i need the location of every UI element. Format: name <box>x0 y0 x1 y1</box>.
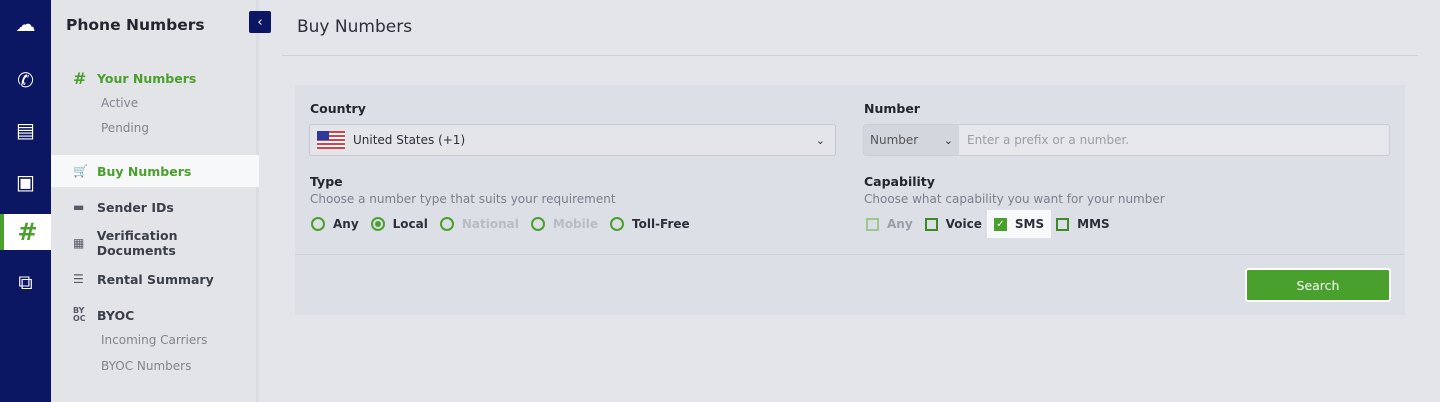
search-form: Country United States (+1) ⌄ Number Numb… <box>295 85 1405 315</box>
phone-call-icon[interactable]: ✆ <box>17 68 34 92</box>
capability-label: Capability <box>864 174 935 189</box>
sidebar: Phone Numbers ‹ # Your Numbers Active Pen… <box>51 0 271 402</box>
app-rail: ☁ ✆ ▤ ▣ # ⧉ <box>0 0 51 402</box>
sidebar-item-your-numbers[interactable]: # Your Numbers <box>73 68 197 88</box>
search-button[interactable]: Search <box>1245 268 1391 302</box>
sidebar-title: Phone Numbers <box>66 16 205 34</box>
byoc-icon: BY OC <box>73 306 86 323</box>
divider <box>282 55 1418 56</box>
flow-icon[interactable]: ⧉ <box>18 270 33 294</box>
chevron-down-icon: ⌄ <box>815 133 825 147</box>
messages-icon[interactable]: ▤ <box>16 118 35 142</box>
cart-icon: 🛒 <box>73 164 88 178</box>
list-icon: ☰ <box>73 272 84 286</box>
page-title: Buy Numbers <box>297 17 413 37</box>
sidebar-item-byoc[interactable]: BY OC BYOC <box>73 306 135 323</box>
country-label: Country <box>310 101 366 116</box>
capability-checkbox-sms[interactable]: ✓ SMS <box>986 210 1052 238</box>
sidebar-item-buy-numbers[interactable]: 🛒 Buy Numbers <box>51 155 259 187</box>
sidebar-item-rental-summary[interactable]: ☰ Rental Summary <box>73 271 214 287</box>
collapse-sidebar-button[interactable]: ‹ <box>249 11 271 33</box>
divider <box>295 254 1405 255</box>
hash-icon: # <box>73 68 87 88</box>
type-radio-mobile[interactable]: Mobile <box>530 211 598 237</box>
capability-checkbox-mms[interactable]: MMS <box>1056 211 1110 237</box>
type-radio-toll-free[interactable]: Toll-Free <box>610 211 690 237</box>
id-badge-icon: ▬ <box>73 200 85 214</box>
check-icon: ✓ <box>993 217 1007 231</box>
cloud-dialpad-icon[interactable]: ☁ <box>15 12 36 36</box>
sidebar-item-byoc-numbers[interactable]: BYOC Numbers <box>101 359 192 373</box>
sidebar-item-pending[interactable]: Pending <box>101 121 149 135</box>
number-mode-select[interactable]: Number ⌄ <box>864 125 959 155</box>
hash-icon[interactable]: # <box>0 214 51 250</box>
sidebar-item-verification-documents[interactable]: ▦ Verification Documents <box>73 228 178 258</box>
number-input[interactable] <box>959 125 1389 155</box>
capability-hint: Choose what capability you want for your… <box>864 192 1165 206</box>
us-flag-icon <box>317 131 345 149</box>
capability-checkbox-group: Any Voice ✓ SMS MMS <box>866 210 1122 238</box>
number-field: Number ⌄ <box>863 124 1390 156</box>
sip-icon[interactable]: ▣ <box>16 170 35 194</box>
capability-checkbox-voice[interactable]: Voice <box>924 211 982 237</box>
type-radio-group: Any Local National Mobile Toll-Free <box>311 211 702 237</box>
chevron-left-icon: ‹ <box>257 14 263 30</box>
type-label: Type <box>310 174 343 189</box>
document-check-icon: ▦ <box>73 236 85 250</box>
sidebar-item-sender-ids[interactable]: ▬ Sender IDs <box>73 199 174 215</box>
capability-checkbox-any[interactable]: Any <box>866 211 913 237</box>
number-label: Number <box>864 101 920 116</box>
sidebar-item-active[interactable]: Active <box>101 96 139 110</box>
type-radio-national[interactable]: National <box>439 211 519 237</box>
type-hint: Choose a number type that suits your req… <box>310 192 616 206</box>
country-select[interactable]: United States (+1) ⌄ <box>309 124 836 156</box>
chevron-down-icon: ⌄ <box>943 133 953 147</box>
type-radio-local[interactable]: Local <box>370 211 428 237</box>
type-radio-any[interactable]: Any <box>311 211 359 237</box>
sidebar-item-incoming-carriers[interactable]: Incoming Carriers <box>101 333 208 347</box>
